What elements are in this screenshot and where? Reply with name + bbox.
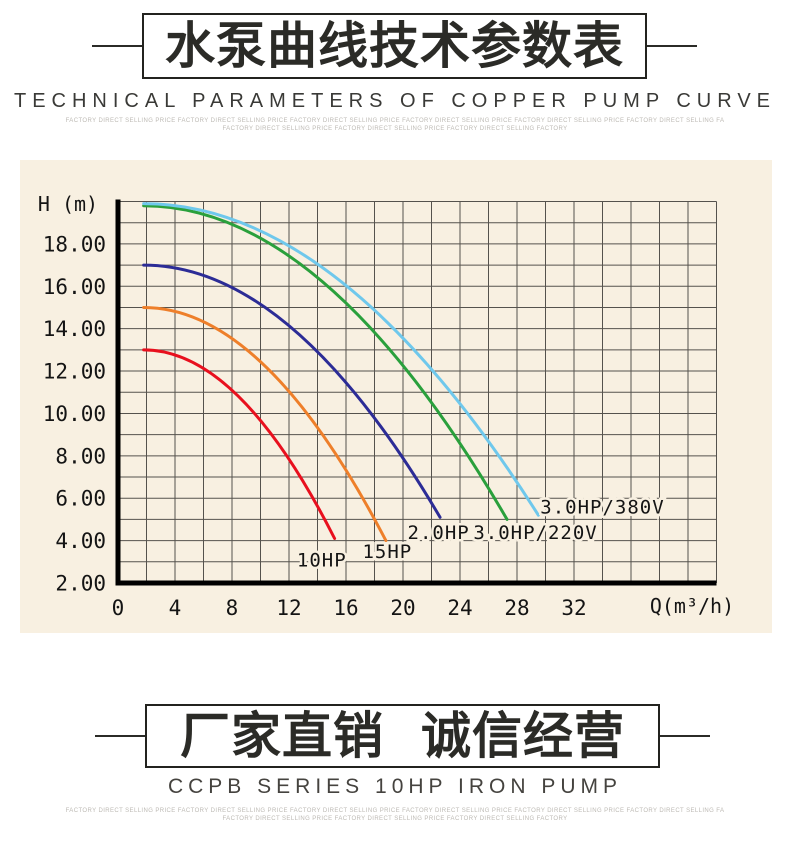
x-tick-label: 8 bbox=[226, 596, 239, 620]
curve-3-0hp-380v bbox=[142, 202, 540, 517]
y-axis-label: H (m) bbox=[38, 192, 98, 216]
y-tick-label: 4.00 bbox=[55, 529, 106, 553]
x-tick-label: 32 bbox=[561, 596, 586, 620]
axes bbox=[115, 199, 717, 586]
header-left-rule bbox=[92, 45, 142, 47]
x-tick-label: 16 bbox=[333, 596, 358, 620]
footer-title-box: 厂家直销 诚信经营 bbox=[145, 704, 660, 768]
header-fineprint: FACTORY DIRECT SELLING PRICE FACTORY DIR… bbox=[0, 118, 790, 133]
curve-15hp bbox=[142, 305, 388, 543]
y-tick-label: 14.00 bbox=[43, 317, 106, 341]
x-tick-label: 20 bbox=[390, 596, 415, 620]
curve-label-15hp: 15HP bbox=[362, 541, 412, 563]
pump-curve-chart: 18.00 16.00 14.00 12.00 10.00 8.00 6.00 4.00 2.0… bbox=[38, 192, 734, 620]
curve-label-3-0hp-380v: 3.0HP/380V bbox=[540, 497, 664, 519]
chart-panel: 18.00 16.00 14.00 12.00 10.00 8.00 6.00 4.00 2.0… bbox=[20, 160, 772, 633]
y-tick-label: 2.00 bbox=[55, 572, 106, 596]
header-fineprint-line1: FACTORY DIRECT SELLING PRICE FACTORY DIR… bbox=[65, 118, 725, 124]
y-tick-label: 8.00 bbox=[55, 444, 106, 468]
x-tick-label: 0 bbox=[112, 596, 125, 620]
header-title-box: 水泵曲线技术参数表 bbox=[142, 13, 647, 79]
curve-3-0hp-220v bbox=[142, 204, 509, 521]
footer-title: 厂家直销 诚信经营 bbox=[180, 708, 625, 764]
y-tick-label: 6.00 bbox=[55, 487, 106, 511]
header-subtitle: TECHNICAL PARAMETERS OF COPPER PUMP CURV… bbox=[13, 90, 776, 112]
curve-10hp bbox=[142, 348, 337, 540]
header-fineprint-line2: FACTORY DIRECT SELLING PRICE FACTORY DIR… bbox=[222, 125, 568, 132]
footer-fineprint-line2: FACTORY DIRECT SELLING PRICE FACTORY DIR… bbox=[222, 815, 568, 822]
y-tick-label: 12.00 bbox=[43, 360, 106, 384]
footer-right-rule bbox=[660, 735, 710, 737]
page-title: 水泵曲线技术参数表 bbox=[165, 18, 624, 74]
x-axis-label: Q(m³/h) bbox=[650, 594, 734, 618]
footer-subtitle: CCPB SERIES 10HP IRON PUMP bbox=[167, 775, 623, 798]
x-tick-label: 28 bbox=[504, 596, 529, 620]
curve-2-0hp bbox=[142, 263, 442, 519]
x-tick-label: 4 bbox=[169, 596, 182, 620]
curve-label-10hp: 10HP bbox=[297, 550, 347, 572]
y-tick-label: 10.00 bbox=[43, 402, 106, 426]
y-tick-label: 18.00 bbox=[43, 232, 106, 256]
footer-fineprint-line1: FACTORY DIRECT SELLING PRICE FACTORY DIR… bbox=[65, 808, 725, 814]
header-right-rule bbox=[647, 45, 697, 47]
curve-label-2-0hp: 2.0HP bbox=[408, 522, 470, 544]
footer-fineprint: FACTORY DIRECT SELLING PRICE FACTORY DIR… bbox=[0, 808, 790, 823]
x-tick-label: 24 bbox=[447, 596, 472, 620]
footer-left-rule bbox=[95, 735, 145, 737]
curve-label-3-0hp-220v: 3.0HP/220V bbox=[473, 522, 597, 544]
x-tick-label: 12 bbox=[276, 596, 301, 620]
y-tick-label: 16.00 bbox=[43, 275, 106, 299]
